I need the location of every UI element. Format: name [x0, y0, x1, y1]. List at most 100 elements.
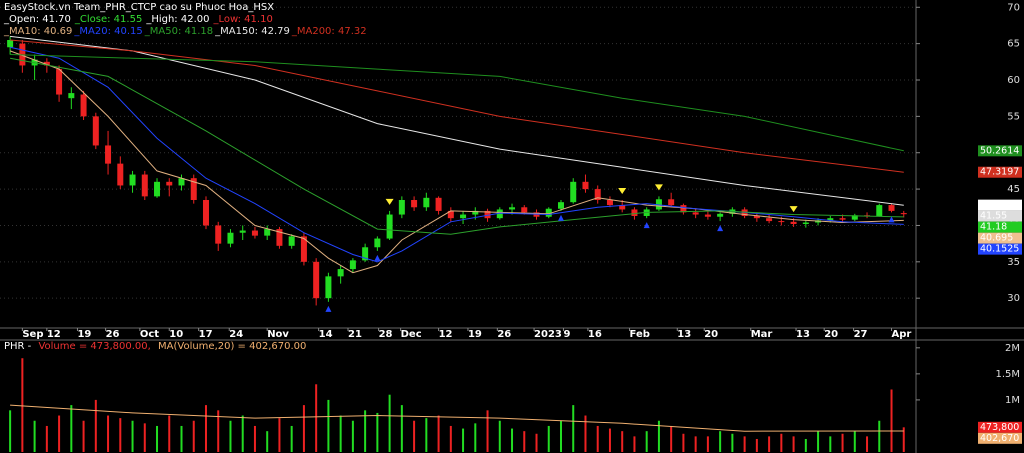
volume-bar: [400, 405, 403, 452]
candle-body: [423, 197, 430, 208]
candle-body: [778, 221, 785, 223]
sell-signal: [618, 188, 627, 194]
candle-body: [717, 213, 724, 217]
candle-body: [43, 61, 50, 66]
volume-bar: [351, 420, 354, 452]
x-tick-label: 14: [319, 329, 333, 340]
candle-body: [839, 218, 846, 220]
x-tick-label: Dec: [401, 329, 422, 340]
volume-bar: [58, 415, 61, 452]
x-tick-label: 27: [854, 329, 868, 340]
volume-label: 473,800: [980, 422, 1019, 433]
candle-body: [692, 212, 699, 215]
volume-bar: [645, 431, 648, 452]
x-tick-label: 28: [379, 329, 393, 340]
volume-bar: [302, 405, 305, 452]
legend-item: _MA10: 40.69: [3, 26, 72, 37]
volume-bar: [339, 415, 342, 452]
volume-bar: [82, 420, 85, 452]
volume-bar: [290, 425, 293, 452]
volume-bar: [107, 415, 110, 452]
volume-ma-line: [10, 404, 904, 432]
volume-bar: [878, 420, 881, 452]
x-tick-label: 10: [169, 329, 183, 340]
candle-body: [594, 189, 601, 200]
candle-body: [557, 202, 564, 209]
candle-body: [631, 209, 638, 216]
volume-bar: [829, 436, 832, 452]
volume-bar: [866, 436, 869, 452]
x-tick-label: 19: [77, 329, 91, 340]
volume-bar: [192, 420, 195, 452]
price-label-box: [978, 221, 1022, 233]
header-item: _Open: 41.70: [3, 14, 71, 25]
candle-body: [313, 261, 320, 299]
volume-bar: [94, 399, 97, 452]
header-item: _High: 42.00: [145, 14, 209, 25]
candle-body: [802, 222, 809, 224]
volume-bar: [841, 433, 844, 452]
price-label-box: [978, 232, 1022, 244]
volume-bar: [633, 436, 636, 452]
candle-body: [460, 214, 467, 219]
candle-body: [827, 218, 834, 221]
volume-bar: [547, 425, 550, 452]
candle-body: [411, 200, 418, 208]
volume-bar: [657, 420, 660, 452]
candle-body: [753, 216, 760, 219]
volume-bar: [474, 423, 477, 452]
sell-signal: [385, 198, 394, 205]
legend-item: _MA50: 41.18: [144, 26, 213, 37]
y-tick-label: 60: [1007, 75, 1020, 86]
y-tick-label: 30: [1007, 293, 1020, 304]
candle-body: [251, 230, 258, 236]
x-tick-label: Sep: [22, 329, 43, 340]
x-tick-label: 21: [348, 329, 362, 340]
candle-body: [851, 215, 858, 220]
price-label-box: [978, 210, 1022, 222]
candle-body: [190, 178, 197, 200]
volume-bar: [755, 438, 758, 452]
x-tick-label: 9: [563, 329, 570, 340]
x-tick-label: 2023: [534, 329, 562, 340]
y-tick-label: 55: [1007, 111, 1020, 122]
volume-bar: [890, 389, 893, 452]
volume-bar: [743, 436, 746, 452]
x-tick-label: 24: [229, 329, 243, 340]
ma-line: [10, 54, 904, 152]
volume-bar: [217, 410, 220, 452]
price-label-box: [978, 199, 1022, 211]
candle-body: [655, 199, 662, 210]
x-tick-label: Mar: [751, 329, 773, 340]
candle-body: [496, 209, 503, 219]
volume-bar: [413, 420, 416, 452]
volume-label-box: [978, 432, 1022, 444]
volume-bar: [792, 436, 795, 452]
candle-body: [362, 247, 369, 261]
buy-signal: [374, 254, 381, 261]
candle-body: [92, 116, 99, 146]
candle-body: [606, 200, 613, 206]
volume-label-box: [978, 421, 1022, 433]
candle-body: [435, 197, 442, 211]
volume-bar: [143, 423, 146, 452]
candle-body: [888, 205, 895, 211]
volume-bar: [804, 438, 807, 452]
volume-bar: [241, 415, 244, 452]
volume-bar: [670, 425, 673, 452]
x-tick-label: 16: [588, 329, 602, 340]
volume-bar: [706, 436, 709, 452]
candle-body: [7, 40, 14, 48]
sell-signal: [789, 206, 798, 213]
volume-bar: [853, 431, 856, 452]
candle-body: [619, 205, 626, 210]
volume-header-item: MA(Volume,20) = 402,670.00: [158, 341, 306, 352]
candle-body: [288, 236, 295, 246]
volume-bar: [523, 431, 526, 452]
volume-header-item: Volume = 473,800.00,: [38, 341, 154, 352]
candle-body: [790, 221, 797, 224]
candle-body: [56, 69, 63, 95]
y-tick-label: 70: [1007, 2, 1020, 13]
x-tick-label: Oct: [140, 329, 159, 340]
